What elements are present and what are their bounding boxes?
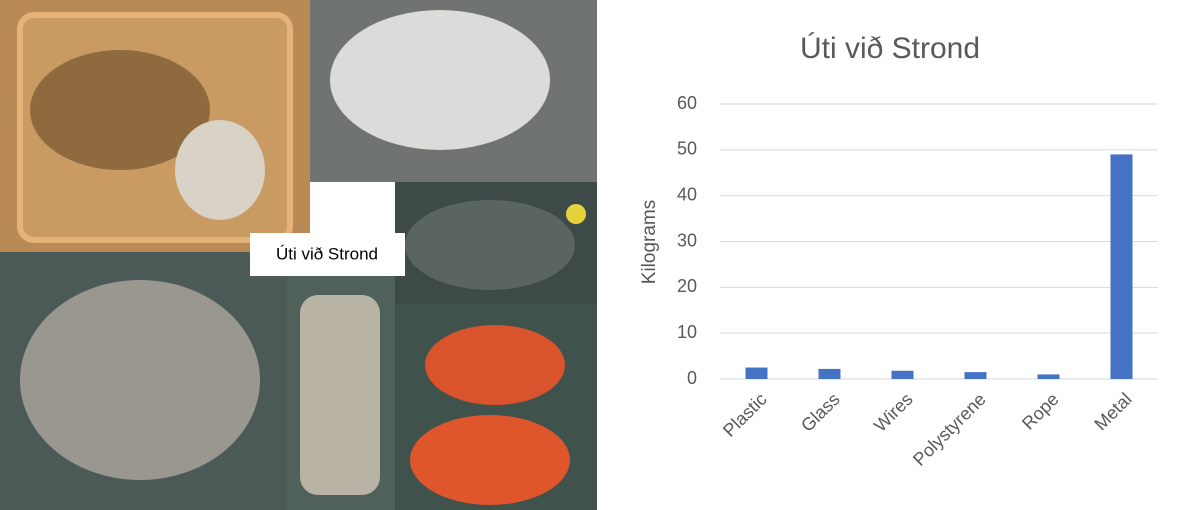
y-tick-label: 20 <box>677 276 697 296</box>
bar <box>746 368 768 379</box>
y-tick-label: 60 <box>677 93 697 113</box>
photo-label: Úti við Strond <box>276 244 378 263</box>
photo-cap <box>566 204 586 224</box>
x-tick-label: Plastic <box>719 389 771 441</box>
y-tick-label: 0 <box>687 368 697 388</box>
y-tick-label: 10 <box>677 322 697 342</box>
bar <box>1038 374 1060 379</box>
photo-bucket-red <box>410 415 570 505</box>
photo-can <box>300 295 380 495</box>
chart-title: Úti við Strond <box>800 32 980 65</box>
photo-bucket <box>330 10 550 150</box>
photo-collage: Úti við Strond <box>0 0 597 510</box>
page: Úti við Strond Úti við Strond Kilograms … <box>0 0 1181 510</box>
bar <box>965 372 987 379</box>
bar <box>819 369 841 379</box>
x-tick-label: Polystyrene <box>909 389 990 470</box>
x-tick-label: Wires <box>870 389 917 436</box>
y-tick-label: 30 <box>677 230 697 250</box>
y-axis-label: Kilograms <box>639 200 660 284</box>
photo-bucket-red <box>425 325 565 405</box>
y-tick-label: 50 <box>677 139 697 159</box>
x-tick-label: Metal <box>1090 389 1135 434</box>
photo-plastic-pile <box>20 280 260 480</box>
bar <box>892 371 914 379</box>
y-tick-label: 40 <box>677 184 697 204</box>
x-tick-label: Glass <box>797 389 844 436</box>
bar <box>1111 154 1133 379</box>
photo-bottle-body <box>405 200 575 290</box>
photo-stone <box>175 120 265 220</box>
x-tick-label: Rope <box>1018 389 1063 434</box>
